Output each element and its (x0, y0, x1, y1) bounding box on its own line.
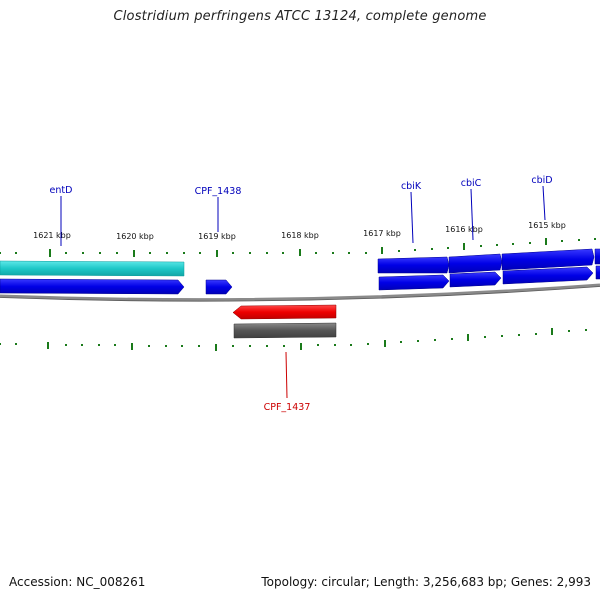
cds-arrow-entD[interactable] (0, 278, 185, 295)
gene-feature-CPF_1437[interactable] (233, 322, 337, 339)
gene-feature-cbiD[interactable] (501, 248, 595, 271)
feature-band[interactable] (0, 260, 185, 277)
forward-cds-row (0, 265, 600, 295)
tick-label: 1615 kbp (528, 221, 566, 230)
tick-label: 1616 kbp (445, 225, 483, 234)
gene-label-cbiD[interactable]: cbiD (531, 175, 552, 186)
genome-info-text: Topology: circular; Length: 3,256,683 bp… (261, 575, 591, 589)
tick-label: 1620 kbp (116, 232, 154, 241)
cds-arrow-cbiK[interactable] (378, 274, 450, 291)
gene-label-cbiC[interactable]: cbiC (461, 178, 482, 189)
outer-tick-ring (0, 238, 596, 257)
cds-arrow-CPF_1438[interactable] (205, 279, 233, 295)
gene-label-entD[interactable]: entD (50, 185, 73, 196)
map-title: Clostridium perfringens ATCC 13124, comp… (113, 9, 487, 24)
label-leaders (60, 185, 546, 399)
tick-label: 1617 kbp (363, 229, 401, 238)
inner-tick-ring (0, 328, 587, 351)
tick-label: 1621 kbp (33, 231, 71, 240)
tick-label: 1618 kbp (281, 231, 319, 240)
gene-feature-cbiK[interactable] (377, 256, 450, 274)
cds-arrow-cbiC[interactable] (449, 271, 502, 288)
gene-label-cbiK[interactable]: cbiK (401, 181, 422, 192)
tick-labels: 1621 kbp 1620 kbp 1619 kbp 1618 kbp 1617… (33, 221, 566, 241)
tick-label: 1619 kbp (198, 232, 236, 241)
accession-text: Accession: NC_008261 (9, 575, 146, 589)
genome-backbone (0, 283, 600, 302)
gene-label-CPF_1437[interactable]: CPF_1437 (264, 402, 311, 413)
gene-feature-cbiC[interactable] (448, 253, 503, 274)
cds-arrow-right-edge[interactable] (595, 265, 600, 280)
forward-strand-features (377, 248, 600, 274)
cds-arrow-CPF_1437[interactable] (232, 304, 337, 320)
cds-arrow-cbiD[interactable] (502, 266, 594, 285)
gene-labels: entD CPF_1438 cbiK cbiC cbiD CPF_1437 (50, 175, 553, 413)
gene-label-CPF_1438[interactable]: CPF_1438 (195, 186, 242, 197)
gene-feature-right-edge[interactable] (594, 248, 600, 265)
